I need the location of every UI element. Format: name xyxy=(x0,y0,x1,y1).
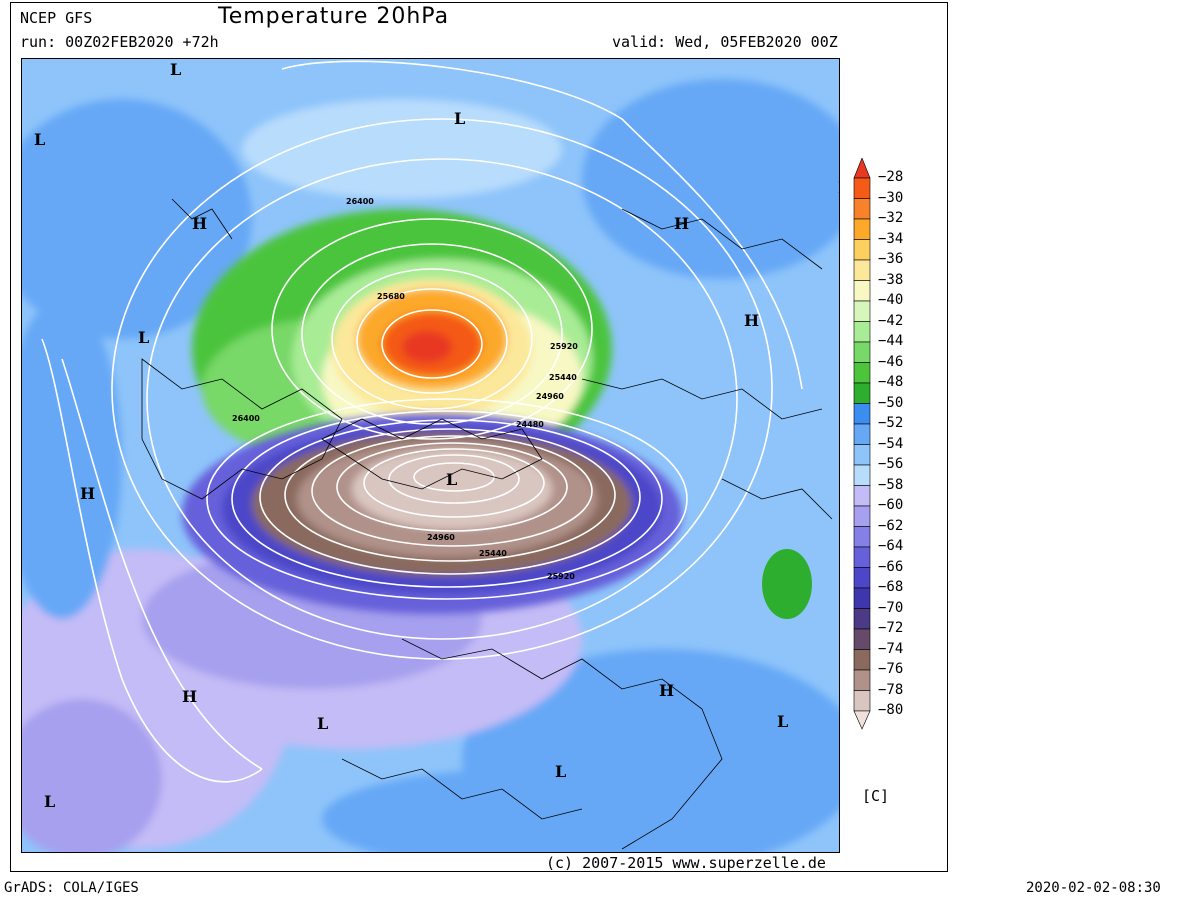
legend-swatch xyxy=(853,485,871,507)
legend-swatch xyxy=(853,444,871,466)
legend-swatch xyxy=(853,649,871,671)
legend-swatch xyxy=(853,587,871,609)
contour-label: 26400 xyxy=(346,197,374,206)
legend-arrow-bottom xyxy=(853,710,871,730)
low-marker: L xyxy=(555,762,566,781)
legend-tick-label: −56 xyxy=(878,456,904,472)
legend-tick-label: −44 xyxy=(878,333,904,349)
legend-tick-label: −52 xyxy=(878,415,904,431)
low-marker: L xyxy=(317,714,328,733)
legend-swatch xyxy=(853,239,871,261)
legend-tick-label: −70 xyxy=(878,599,904,616)
timestamp: 2020-02-02-08:30 xyxy=(1026,880,1161,896)
legend-swatch xyxy=(853,341,871,363)
legend-tick-label: −68 xyxy=(878,579,904,595)
low-marker: L xyxy=(446,470,457,489)
contour-label: 24960 xyxy=(536,392,564,401)
legend-tick-label: −66 xyxy=(878,558,904,575)
legend-swatch xyxy=(853,546,871,568)
legend-swatch xyxy=(853,259,871,281)
contour-labels: 26400 25680 25920 25440 24960 26400 2448… xyxy=(232,197,578,581)
legend-tick-label: −80 xyxy=(878,702,904,718)
legend-tick-label: −62 xyxy=(878,517,904,534)
unit-label: [C] xyxy=(862,787,890,805)
low-marker: L xyxy=(170,60,181,79)
contour-label: 25440 xyxy=(549,373,577,382)
legend-tick-label: −28 xyxy=(878,169,904,185)
legend-tick-label: −48 xyxy=(878,374,904,390)
software-credit: GrADS: COLA/IGES xyxy=(4,880,139,896)
legend-tick-label: −38 xyxy=(878,271,904,288)
temperature-map: L L L H H H L H L H H L L L L L 26400 25… xyxy=(21,58,840,853)
legend-swatch xyxy=(853,505,871,527)
legend-tick-label: −58 xyxy=(878,476,904,493)
legend-tick-label: −64 xyxy=(878,538,904,554)
low-marker: L xyxy=(138,328,149,347)
legend-tick-label: −74 xyxy=(878,640,904,657)
legend-tick-label: −54 xyxy=(878,435,904,452)
run-info: run: 00Z02FEB2020 +72h xyxy=(20,33,219,51)
legend-tick-label: −40 xyxy=(878,292,904,308)
cold-vortex xyxy=(182,414,682,614)
low-marker: L xyxy=(838,178,840,197)
high-marker: H xyxy=(659,681,674,700)
low-marker: L xyxy=(454,109,465,128)
high-marker: H xyxy=(182,687,197,706)
legend-swatch xyxy=(853,403,871,425)
legend-tick-label: −50 xyxy=(878,394,904,411)
legend-tick-label: −34 xyxy=(878,230,904,247)
legend-swatch xyxy=(853,362,871,384)
legend-tick-label: −60 xyxy=(878,497,904,513)
contour-label: 25440 xyxy=(479,549,507,558)
copyright: (c) 2007-2015 www.superzelle.de xyxy=(546,854,826,872)
high-marker: H xyxy=(744,311,759,330)
legend-tick-label: −42 xyxy=(878,312,904,329)
low-marker: L xyxy=(777,712,788,731)
legend-tick-label: −76 xyxy=(878,661,904,677)
legend-swatch xyxy=(853,567,871,589)
warm-patch xyxy=(762,549,812,619)
model-name: NCEP GFS xyxy=(20,9,93,27)
high-marker: H xyxy=(80,484,95,503)
high-marker: H xyxy=(674,214,689,233)
pressure-markers: L L L H H H L H L H H L L L L L xyxy=(34,60,840,811)
legend-tick-label: −72 xyxy=(878,620,904,636)
chart-title: Temperature 20hPa xyxy=(218,4,450,29)
legend-swatch xyxy=(853,669,871,691)
legend-tick-label: −32 xyxy=(878,210,904,226)
legend-swatch xyxy=(853,280,871,302)
contour-label: 24480 xyxy=(516,420,544,429)
legend-tick-label: −36 xyxy=(878,251,904,267)
legend-swatch xyxy=(853,628,871,650)
legend-swatch xyxy=(853,464,871,486)
legend-tick-label: −30 xyxy=(878,189,904,206)
legend-swatch xyxy=(853,382,871,404)
legend-swatch xyxy=(853,608,871,630)
contour-label: 25920 xyxy=(547,572,575,581)
legend-tick-label: −78 xyxy=(878,681,904,698)
legend-swatch xyxy=(853,690,871,712)
legend-swatch xyxy=(853,423,871,445)
legend-tick-label: −46 xyxy=(878,353,904,370)
legend-arrow-top xyxy=(853,158,871,179)
contour-label: 25680 xyxy=(377,292,405,301)
legend-swatch xyxy=(853,198,871,220)
coastlines xyxy=(141,198,833,850)
legend-swatch xyxy=(853,526,871,548)
contour-label: 26400 xyxy=(232,414,260,423)
legend-swatch xyxy=(853,300,871,322)
contour-label: 24960 xyxy=(427,533,455,542)
high-marker: H xyxy=(192,214,207,233)
color-legend: −28 −30 −32 −34 −36 −38 −40 −42 −44 −46 −48 −50 −52 −… xyxy=(852,158,912,738)
low-marker: L xyxy=(44,792,55,811)
contour-label: 25920 xyxy=(550,342,578,351)
legend-swatch xyxy=(853,218,871,240)
legend-swatch xyxy=(853,177,871,199)
valid-time: valid: Wed, 05FEB2020 00Z xyxy=(612,33,838,51)
legend-swatch xyxy=(853,321,871,343)
low-marker: L xyxy=(34,130,45,149)
